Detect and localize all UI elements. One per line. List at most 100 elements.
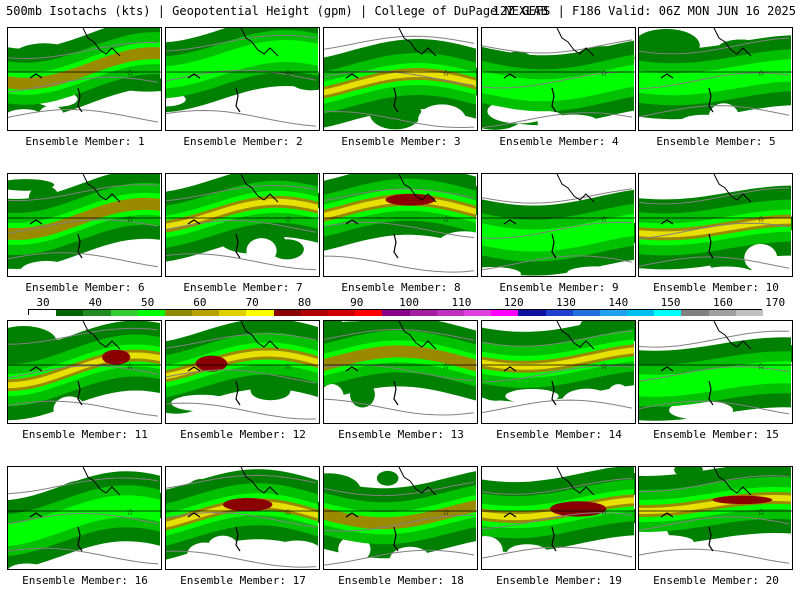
ensemble-member-label: Ensemble Member: 2	[183, 135, 303, 148]
height-contour	[639, 256, 790, 269]
height-contour	[166, 511, 317, 528]
colorbar-tick-label: 70	[245, 296, 259, 309]
isotach-70-80-region	[166, 501, 318, 528]
coastline-florida	[77, 526, 83, 552]
height-contour	[482, 112, 633, 128]
coastline-gulf	[345, 512, 359, 518]
height-contour	[8, 365, 159, 379]
calm-region	[271, 540, 319, 569]
colorbar-tick-label: 130	[556, 296, 576, 309]
svg-text:☆: ☆	[600, 69, 608, 79]
coastline-florida	[551, 380, 557, 406]
svg-text:☆: ☆	[284, 215, 292, 225]
svg-text:☆: ☆	[757, 362, 765, 372]
wind-map-20: ☆	[639, 467, 792, 564]
isotach-60-70-region	[324, 500, 476, 530]
svg-text:☆: ☆	[442, 69, 450, 79]
wind-map-19: ☆	[482, 467, 635, 569]
calm-region	[753, 546, 790, 561]
colorbar-tick-label: 100	[399, 296, 420, 309]
height-contour	[166, 474, 317, 489]
calm-region	[169, 267, 214, 276]
coastline-gulf	[29, 366, 43, 372]
calm-region	[8, 109, 47, 130]
coastline-florida	[708, 87, 714, 113]
height-contour	[166, 34, 317, 52]
height-contour	[639, 105, 790, 118]
coastline-florida	[393, 380, 399, 406]
isotach-80-90-region	[195, 355, 228, 372]
calm-region	[696, 266, 756, 276]
coastline-gulf	[29, 219, 43, 225]
height-contour	[8, 400, 159, 417]
svg-text:☆: ☆	[442, 508, 450, 518]
height-contour	[166, 220, 317, 233]
ensemble-member-label: Ensemble Member: 4	[499, 135, 619, 148]
height-contour	[482, 330, 633, 347]
isotach-70-80-region	[166, 350, 318, 380]
coastline	[240, 321, 279, 350]
header: 500mb Isotachs (kts) | Geopotential Heig…	[6, 4, 796, 22]
height-contour	[324, 221, 475, 238]
height-contour	[639, 548, 790, 564]
colorbar-swatch	[300, 310, 329, 316]
ensemble-member-label: Ensemble Member: 11	[22, 428, 148, 441]
ensemble-member-label: Ensemble Member: 13	[338, 428, 464, 441]
ensemble-panel-13: ☆	[323, 320, 478, 424]
height-contour	[639, 400, 790, 415]
coastline-gulf	[503, 219, 517, 225]
height-contour	[166, 369, 317, 384]
svg-text:☆: ☆	[442, 215, 450, 225]
colorbar-swatch	[355, 310, 383, 316]
wind-map-2: ☆	[166, 28, 319, 130]
height-contour	[482, 39, 633, 54]
coastline	[82, 321, 121, 350]
colorbar-swatch	[735, 310, 764, 316]
ensemble-member-label: Ensemble Member: 16	[22, 574, 148, 587]
isotach-70-80-region	[8, 352, 160, 389]
ensemble-panel-17: ☆	[165, 466, 320, 570]
coastline	[713, 174, 752, 203]
calm-region	[744, 243, 778, 272]
calm-region	[669, 400, 734, 420]
colorbar-tick-label: 80	[297, 296, 312, 309]
isotach-50-60-region	[639, 361, 791, 397]
ensemble-member-label: Ensemble Member: 15	[653, 428, 779, 441]
coastline-florida	[235, 380, 241, 406]
height-contour	[8, 41, 159, 60]
isotach-patch	[8, 179, 55, 191]
coastline-florida	[77, 87, 83, 113]
colorbar-swatch	[56, 310, 84, 316]
coastline	[240, 467, 279, 496]
height-contour	[166, 333, 317, 349]
wind-map-18: ☆	[324, 467, 477, 569]
coastline-florida	[235, 87, 241, 113]
coastline	[398, 321, 437, 350]
coastline-gulf	[660, 73, 674, 79]
coastline-gulf	[187, 366, 201, 372]
coastline-florida	[235, 233, 241, 259]
isotach-70-80-region	[324, 71, 476, 96]
coastline	[82, 467, 121, 496]
coastline-gulf	[503, 512, 517, 518]
colorbar: 30 40 50 60 70 80 90 100 110 120 130 140 150 160 170	[0, 296, 800, 320]
calm-region	[708, 103, 739, 130]
isotach-patch	[250, 381, 291, 401]
ensemble-member-label: Ensemble Member: 6	[25, 281, 145, 294]
colorbar-swatch	[627, 310, 655, 316]
ensemble-panel-18: ☆	[323, 466, 478, 570]
isotach-60-70-region	[166, 195, 318, 233]
calm-region	[418, 104, 466, 130]
isotach-70-80-region	[639, 217, 791, 238]
coastline-florida	[393, 233, 399, 259]
coastline-florida	[235, 526, 241, 552]
colorbar-swatch	[409, 310, 438, 316]
colorbar-swatch	[328, 310, 356, 316]
colorbar-swatch	[572, 310, 601, 316]
wind-map-9: ☆	[482, 174, 635, 276]
ensemble-member-label: Ensemble Member: 1	[25, 135, 145, 148]
ensemble-member-label: Ensemble Member: 12	[180, 428, 306, 441]
height-contour	[8, 219, 159, 234]
ensemble-member-label: Ensemble Member: 3	[341, 135, 461, 148]
coastline-gulf	[29, 73, 43, 79]
